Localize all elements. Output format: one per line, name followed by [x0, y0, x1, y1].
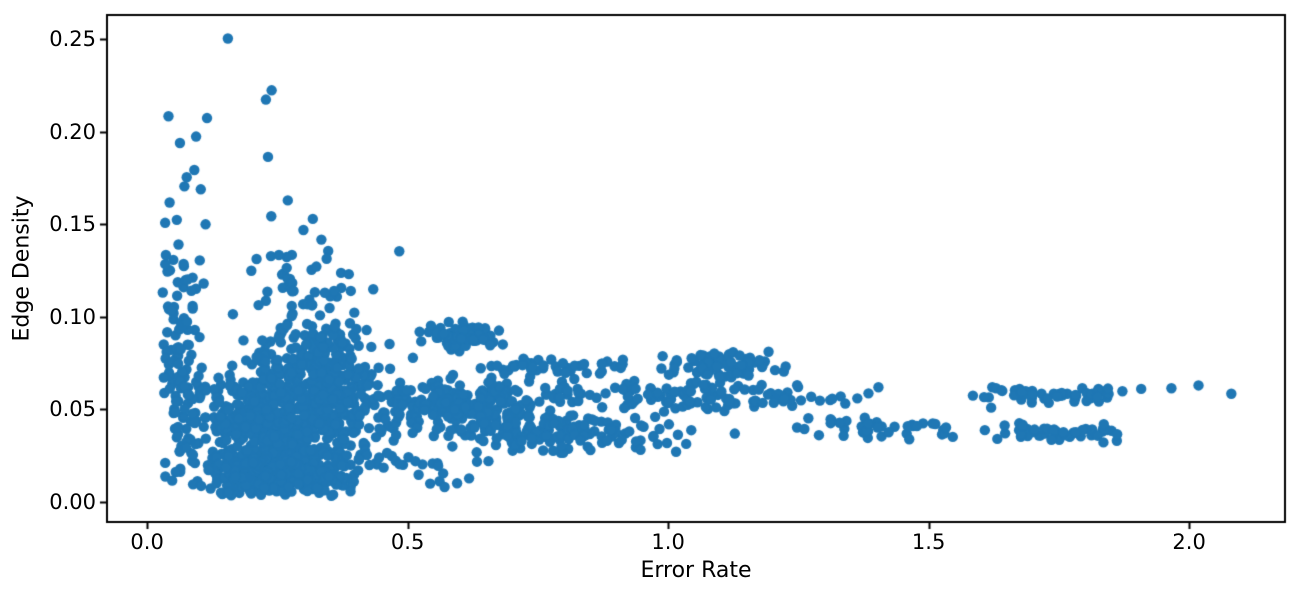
y-tick-label: 0.25 [49, 27, 96, 52]
x-tick-label: 1.5 [911, 530, 946, 554]
x-tick-label: 1.0 [651, 530, 685, 554]
y-tick-label: 0.05 [49, 397, 96, 422]
y-tick-label: 0.15 [49, 212, 96, 237]
x-tick-label: 2.0 [1172, 530, 1206, 554]
y-tick-label: 0.00 [49, 490, 96, 515]
x-tick-label: 0.0 [130, 530, 164, 554]
y-tick-label: 0.10 [49, 304, 96, 329]
y-axis-label-strip: Edge Density [2, 15, 42, 522]
y-tick-label: 0.20 [49, 119, 96, 144]
x-tick-label: 0.5 [390, 530, 425, 554]
x-axis-label: Error Rate [640, 558, 752, 583]
y-axis-label: Edge Density [9, 195, 35, 342]
